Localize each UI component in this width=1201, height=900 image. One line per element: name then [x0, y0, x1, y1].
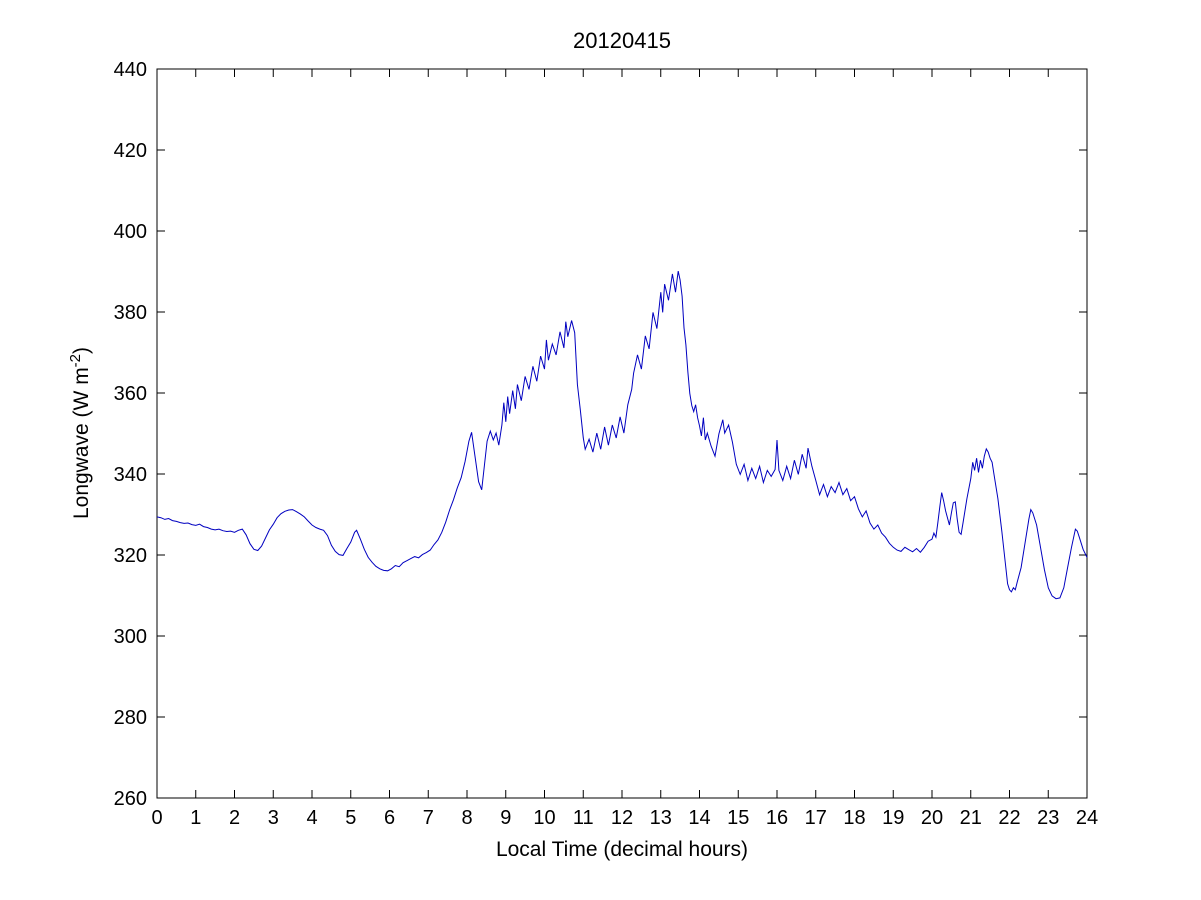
tick-label: 13	[650, 807, 672, 829]
tick-label: 23	[1037, 807, 1059, 829]
tick-label: 0	[151, 807, 162, 829]
tick-label: 16	[766, 807, 788, 829]
x-axis-label: Local Time (decimal hours)	[496, 838, 748, 861]
tick-label: 380	[114, 302, 147, 324]
tick-label: 400	[114, 221, 147, 243]
tick-label: 9	[500, 807, 511, 829]
y-axis-label: Longwave (W m-2)	[67, 347, 93, 519]
y-tick-labels: 260 280 300 320 340 360 380 400 420 440	[114, 59, 147, 810]
tick-label: 18	[843, 807, 865, 829]
tick-label: 21	[960, 807, 982, 829]
tick-label: 14	[688, 807, 710, 829]
data-line-longwave	[156, 270, 1088, 600]
tick-label: 22	[998, 807, 1020, 829]
tick-label: 20	[921, 807, 943, 829]
tick-label: 10	[533, 807, 555, 829]
chart-title: 20120415	[573, 28, 671, 53]
tick-label: 3	[268, 807, 279, 829]
tick-label: 19	[882, 807, 904, 829]
tick-label: 24	[1076, 807, 1098, 829]
tick-label: 440	[114, 59, 147, 81]
tick-label: 320	[114, 545, 147, 567]
tick-label: 8	[461, 807, 472, 829]
tick-label: 5	[345, 807, 356, 829]
tick-label: 280	[114, 707, 147, 729]
tick-label: 17	[805, 807, 827, 829]
plot-border	[156, 68, 1088, 799]
x-tick-labels: 0 1 2 3 4 5 6 7 8 9 10 11 12 13 14 15 16 17 18 19 20 21 22 23 24	[151, 807, 1098, 829]
tick-label: 260	[114, 788, 147, 810]
tick-label: 340	[114, 464, 147, 486]
tick-label: 2	[229, 807, 240, 829]
tick-label: 15	[727, 807, 749, 829]
tick-label: 4	[306, 807, 317, 829]
tick-label: 360	[114, 383, 147, 405]
axis-tick-marks	[156, 68, 1088, 799]
tick-label: 6	[384, 807, 395, 829]
tick-label: 12	[611, 807, 633, 829]
tick-label: 11	[573, 807, 594, 829]
tick-label: 7	[423, 807, 434, 829]
tick-label: 420	[114, 140, 147, 162]
tick-label: 300	[114, 626, 147, 648]
tick-label: 1	[190, 807, 201, 829]
